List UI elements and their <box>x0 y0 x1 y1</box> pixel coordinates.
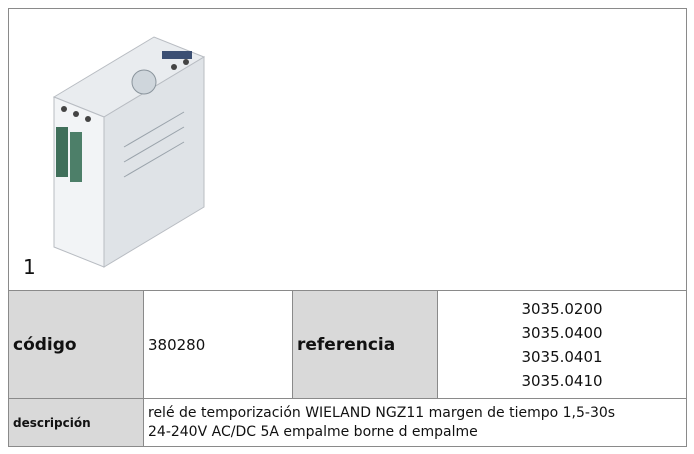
value-cell: 3035.0200 3035.0400 3035.0401 3035.0410 <box>437 290 687 399</box>
description-line: relé de temporización WIELAND NGZ11 marg… <box>148 404 616 421</box>
code: 380280 <box>148 335 206 354</box>
code-label: código <box>13 334 77 355</box>
description-label: descripción <box>13 415 91 430</box>
value-cell: 380280 <box>143 290 293 399</box>
label-cell: referencia <box>292 290 438 399</box>
label-cell: descripción <box>8 398 144 447</box>
description-line: 24-240V AC/DC 5A empalme borne d empalme <box>148 423 478 440</box>
reference-label: referencia <box>297 334 396 355</box>
reference: 3035.0410 <box>521 371 603 390</box>
reference: 3035.0200 <box>521 299 603 318</box>
image-number: 1 <box>23 255 36 279</box>
reference: 3035.0400 <box>521 323 603 342</box>
label-cell: código <box>8 290 144 399</box>
image-cell: 1 <box>8 8 687 291</box>
product-image <box>52 36 206 268</box>
reference: 3035.0401 <box>521 347 603 366</box>
value-cell: relé de temporización WIELAND NGZ11 marg… <box>143 398 687 447</box>
